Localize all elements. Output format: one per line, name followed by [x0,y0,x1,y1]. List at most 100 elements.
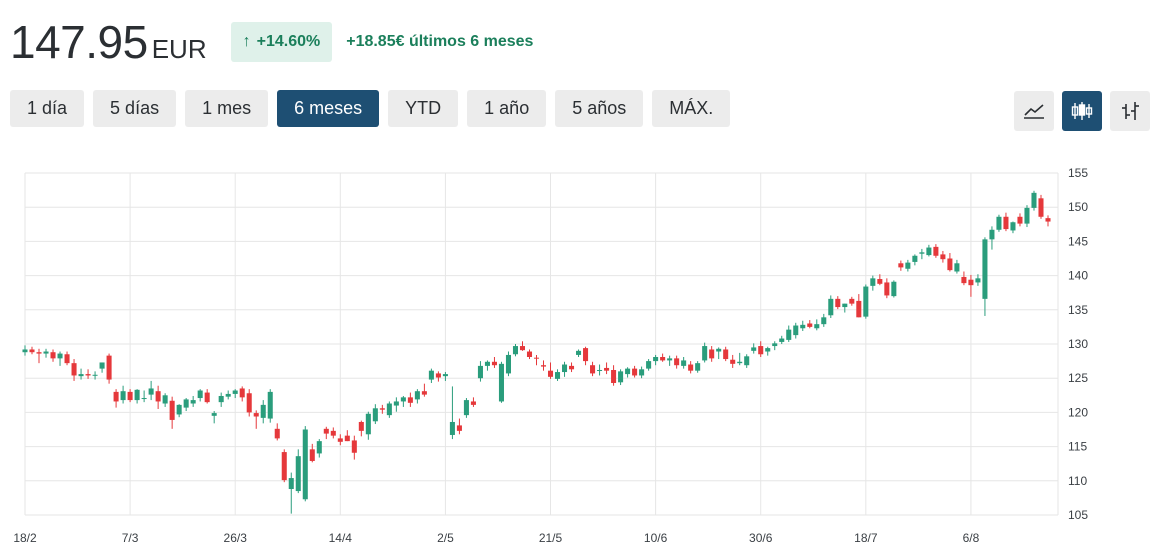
change-amount: +18.85€ últimos 6 meses [346,33,534,50]
currency-label: EUR [151,33,207,64]
candle-up [681,360,687,366]
candle-up [996,216,1002,230]
candle-down [155,391,161,402]
x-tick-label: 14/4 [329,531,353,545]
candle-down [604,367,610,371]
candle-up [814,324,820,329]
candle-up [716,348,722,352]
candle-up [99,362,105,369]
range-button-1d[interactable]: 1 día [10,90,85,127]
candle-up [484,361,490,366]
candle-down [323,428,329,434]
candle-down [660,356,666,361]
ohlc-button[interactable] [1110,91,1150,131]
range-button-6m[interactable]: 6 meses [277,90,380,127]
x-tick-label: 6/8 [963,531,980,545]
candle-up [828,298,834,316]
candle-down [947,258,953,271]
candle-down [547,370,554,377]
candle-up [842,303,848,308]
line-chart-button[interactable] [1014,91,1054,131]
candle-down [1017,216,1023,224]
candle-up [386,403,392,416]
candle-up [870,278,876,286]
arrow-up-icon: ↑ [242,33,251,50]
candle-up [498,363,504,402]
candle-down [71,363,77,376]
candlestick-button[interactable] [1062,91,1102,131]
x-tick-label: 18/7 [854,531,878,545]
range-button-ytd[interactable]: YTD [388,90,459,127]
candle-up [982,239,988,299]
candle-up [863,286,869,317]
candle-down [519,346,526,351]
candle-up [260,404,266,418]
candle-up [477,365,483,379]
candle-down [968,279,974,286]
range-button-5d[interactable]: 5 días [93,90,177,127]
candle-up [162,395,168,404]
x-tick-label: 7/3 [122,531,139,545]
candle-up [302,429,308,500]
line-chart-icon [1024,104,1044,119]
candle-down [569,365,575,370]
candle-down [85,374,91,376]
candle-down [688,364,694,371]
candlestick-chart[interactable]: 105 110 115 120 125 130 135 140 145 150 155 18/2 7/3… [0,160,1158,560]
candle-down [583,348,589,362]
candle-up [772,343,778,347]
range-button-max[interactable]: MÁX. [652,90,731,127]
candle-up [120,391,126,401]
candle-down [379,408,385,410]
candle-up [554,372,561,379]
candle-down [29,349,35,353]
candle-down [358,421,364,431]
candle-up [211,413,217,416]
candle-down [253,413,259,417]
candle-down [835,298,841,308]
candle-down [1003,216,1009,230]
candle-up [442,374,448,377]
candle-up [183,399,189,408]
candle-down [933,246,939,256]
candle-down [407,397,413,403]
candle-down [533,357,540,359]
candle-down [709,349,715,359]
candle-up [793,325,799,336]
y-tick-label: 145 [1068,234,1088,248]
candle-down [1045,218,1051,222]
candle-down [344,435,350,442]
candle-down [50,352,56,359]
candle-down [674,358,680,366]
candle-up [78,374,84,377]
x-tick-label: 26/3 [224,531,248,545]
candle-down [632,368,638,376]
range-button-1y[interactable]: 1 año [467,90,547,127]
candle-up [428,370,434,380]
x-tick-label: 30/6 [749,531,773,545]
range-button-1m[interactable]: 1 mes [185,90,269,127]
chart-type-selector [1014,91,1158,131]
candle-up [800,324,806,329]
candle-up [1024,207,1030,224]
change-percent: +14.60% [256,33,321,50]
candle-up [639,369,645,376]
candle-up [737,361,743,364]
candle-down [540,365,547,367]
candle-down [421,391,427,395]
candle-down [611,369,617,383]
candle-down [169,400,175,420]
candle-up [22,349,28,353]
range-button-5y[interactable]: 5 años [555,90,644,127]
y-tick-label: 110 [1068,474,1087,488]
candle-up [190,400,196,404]
ohlc-bars-icon [1122,102,1139,120]
candle-down [204,392,210,403]
candle-up [989,229,995,240]
candle-down [849,298,855,304]
candle-down [113,391,119,402]
change-badge: ↑ +14.60% [230,22,333,62]
candle-down [470,401,476,405]
candle-up [1031,192,1037,208]
candle-up [92,374,98,376]
